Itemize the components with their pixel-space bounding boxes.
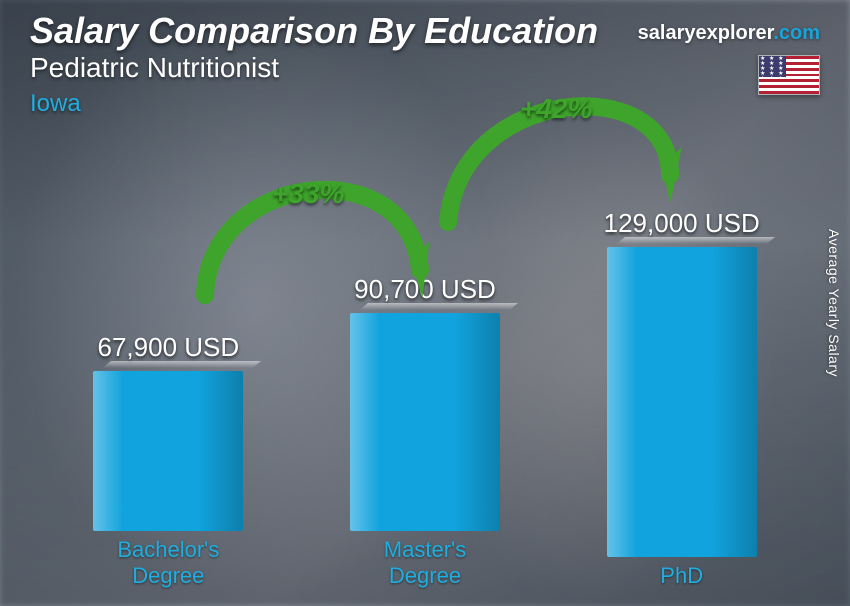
bar-category-label: Bachelor'sDegree	[117, 537, 219, 588]
site-suffix: .com	[773, 22, 820, 44]
bar-value-label: 90,700 USD	[354, 274, 496, 305]
bar-category-label: Master'sDegree	[384, 537, 466, 588]
title-block: Salary Comparison By Education Pediatric…	[30, 12, 598, 118]
bar-chart: 67,900 USD Bachelor'sDegree 90,700 USD Mast…	[60, 168, 790, 588]
percent-increase-label: +33%	[272, 178, 344, 210]
bar	[93, 371, 243, 531]
subtitle-profession: Pediatric Nutritionist	[30, 52, 598, 84]
bar-group: 90,700 USD Master'sDegree	[317, 274, 534, 588]
flag-usa: ★ ★ ★ ★ ★ ★ ★ ★ ★ ★ ★ ★ ★ ★ ★	[758, 55, 820, 95]
y-axis-label: Average Yearly Salary	[826, 229, 842, 377]
header-right: salaryexplorer.com ★ ★ ★ ★ ★ ★ ★ ★ ★ ★ ★…	[638, 22, 820, 95]
site-name: salaryexplorer	[638, 22, 774, 44]
percent-increase-label: +42%	[520, 93, 592, 125]
bar-value-label: 129,000 USD	[604, 208, 760, 239]
site-credit: salaryexplorer.com	[638, 22, 820, 45]
bar	[607, 247, 757, 557]
header-row: Salary Comparison By Education Pediatric…	[30, 12, 820, 118]
bar-value-label: 67,900 USD	[98, 332, 240, 363]
bar-category-label: PhD	[660, 563, 703, 588]
flag-canton: ★ ★ ★ ★ ★ ★ ★ ★ ★ ★ ★ ★ ★ ★ ★	[759, 56, 786, 77]
main-title: Salary Comparison By Education	[30, 12, 598, 50]
infographic-container: Salary Comparison By Education Pediatric…	[0, 0, 850, 606]
bar	[350, 313, 500, 531]
bar-group: 129,000 USD PhD	[573, 208, 790, 588]
bar-group: 67,900 USD Bachelor'sDegree	[60, 332, 277, 588]
subtitle-location: Iowa	[30, 90, 598, 118]
